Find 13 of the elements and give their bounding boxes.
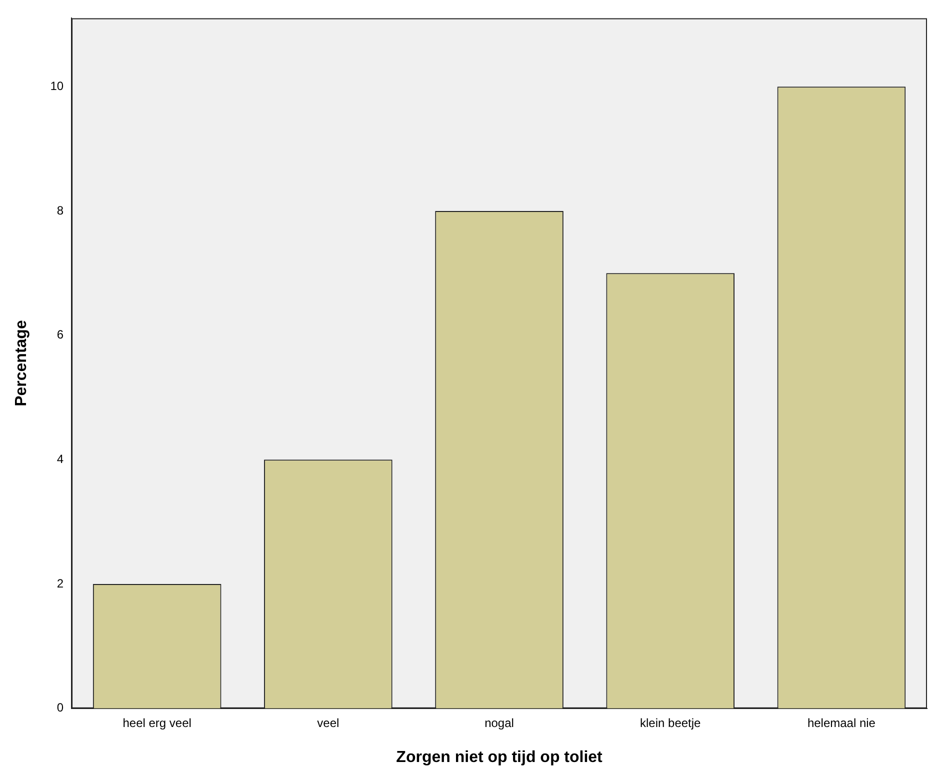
x-tick-label: nogal bbox=[484, 716, 514, 730]
x-tick-label: heel erg veel bbox=[122, 716, 192, 730]
x-tick-label: helemaal nie bbox=[807, 716, 876, 730]
y-tick-label: 0 bbox=[56, 700, 64, 715]
y-tick-label: 8 bbox=[56, 203, 64, 218]
x-tick-label: klein beetje bbox=[640, 716, 702, 730]
y-tick-label: 6 bbox=[56, 328, 64, 342]
y-tick-label: 10 bbox=[50, 78, 64, 93]
y-tick-label: 2 bbox=[56, 576, 64, 590]
x-axis-title: Zorgen niet op tijd op toliet bbox=[396, 748, 604, 766]
y-tick-label: 4 bbox=[56, 452, 64, 466]
x-tick-label: veel bbox=[317, 716, 340, 730]
y-axis-title: Percentage bbox=[13, 320, 30, 406]
